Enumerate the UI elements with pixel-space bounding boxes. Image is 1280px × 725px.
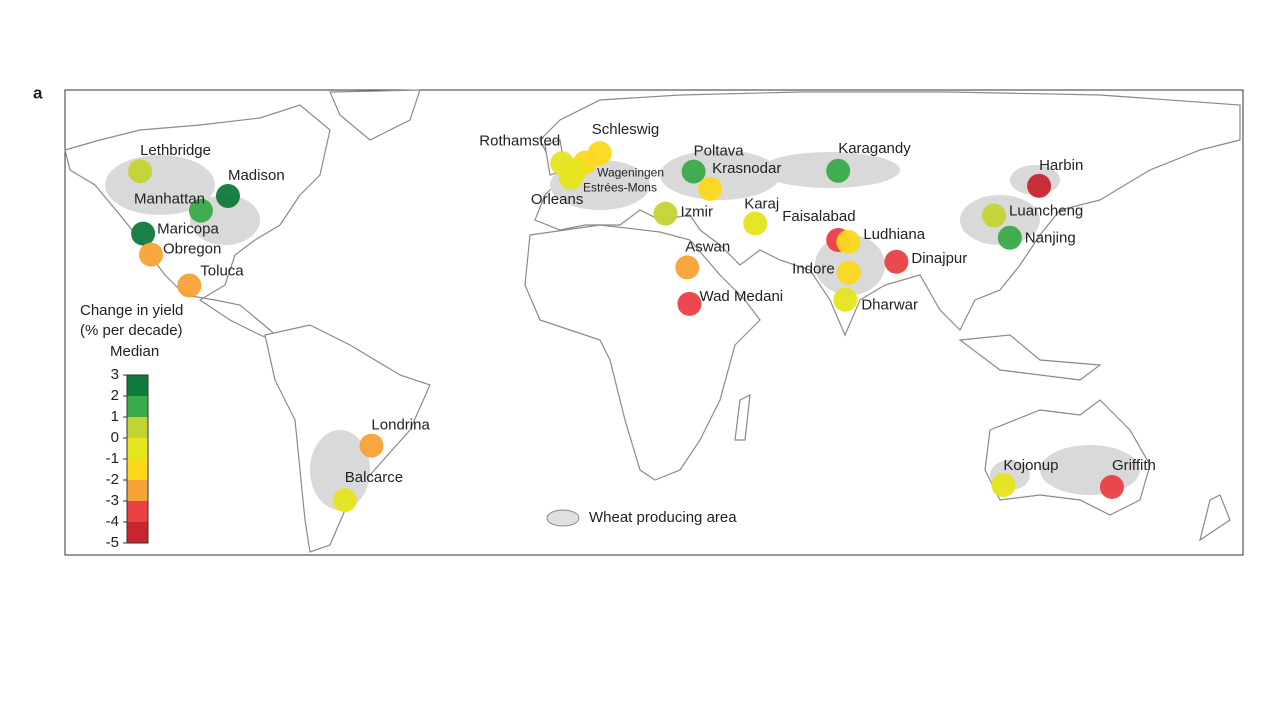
site-marker (1099, 474, 1124, 499)
site-label: Schleswig (592, 121, 660, 138)
legend-swatch (127, 501, 148, 522)
site-label: Nanjing (1025, 230, 1076, 247)
legend-tick-label: 1 (111, 408, 119, 425)
site-marker (332, 488, 357, 513)
legend-tick-label: -4 (106, 513, 119, 530)
legend-tick-label: 3 (111, 366, 119, 383)
site-label: Balcarce (345, 469, 403, 486)
legend-swatch (127, 480, 148, 501)
panel-label: a (33, 83, 43, 102)
site-marker (833, 287, 858, 312)
site-label: Poltava (694, 143, 745, 160)
site-label: Ludhiana (863, 226, 925, 243)
legend-tick-label: -3 (106, 492, 119, 509)
wheat-legend-swatch (546, 509, 580, 527)
site-marker (884, 249, 909, 274)
site-label: Maricopa (157, 221, 219, 238)
site-label: Faisalabad (782, 208, 855, 225)
legend-title: Change in yield (80, 302, 183, 319)
site-marker (698, 176, 723, 201)
legend-swatch (127, 417, 148, 438)
site-label: Karagandy (838, 140, 911, 157)
site-marker (1027, 173, 1052, 198)
site-marker (653, 201, 678, 226)
site-label: Krasnodar (712, 160, 781, 177)
legend-bar-frame (126, 374, 149, 544)
legend-title: (% per decade) (80, 322, 183, 339)
site-label: Madison (228, 167, 285, 184)
wheat-legend-label: Wheat producing area (589, 509, 737, 526)
site-marker (991, 473, 1016, 498)
legend-swatch (127, 522, 148, 543)
site-marker (131, 221, 156, 246)
site-marker (826, 158, 851, 183)
site-marker (359, 433, 384, 458)
site-label: Griffith (1112, 457, 1156, 474)
site-marker (177, 273, 202, 298)
site-marker (836, 260, 861, 285)
site-marker (128, 159, 153, 184)
site-marker (982, 203, 1007, 228)
legend-swatch (127, 459, 148, 480)
legend-tick-label: -1 (106, 450, 119, 467)
site-marker (677, 291, 702, 316)
legend-tick-label: 2 (111, 387, 119, 404)
site-label: Karaj (744, 195, 779, 212)
site-marker (997, 225, 1022, 250)
site-label: Lethbridge (140, 142, 211, 159)
site-label: Londrina (371, 417, 430, 434)
site-marker (558, 165, 583, 190)
legend-tick-label: 0 (111, 429, 119, 446)
site-marker (215, 184, 240, 209)
site-label: Toluca (200, 262, 244, 279)
site-label: Orleans (531, 191, 584, 208)
legend-title: Median (110, 343, 159, 360)
site-marker (188, 198, 213, 223)
legend-swatch (127, 438, 148, 459)
legend-swatch (127, 396, 148, 417)
site-label: Dinajpur (911, 250, 967, 267)
site-label: Indore (792, 261, 835, 278)
site-label: Harbin (1039, 157, 1083, 174)
site-label: Wad Medani (699, 288, 783, 305)
site-label: Obregon (163, 241, 221, 258)
site-label: Dharwar (861, 297, 918, 314)
site-label: Kojonup (1003, 457, 1058, 474)
site-label: Aswan (685, 238, 730, 255)
site-label: Manhattan (134, 191, 205, 208)
site-label: Luancheng (1009, 203, 1083, 220)
site-label: Wageningen (597, 166, 664, 180)
site-marker (675, 255, 700, 280)
site-label: Izmir (680, 204, 713, 221)
site-label: Estrées-Mons (583, 181, 657, 195)
site-marker (138, 242, 163, 267)
site-marker (743, 211, 768, 236)
site-marker (836, 229, 861, 254)
site-marker (681, 159, 706, 184)
legend-swatch (127, 375, 148, 396)
legend-tick-label: -2 (106, 471, 119, 488)
site-label: Rothamsted (479, 132, 560, 149)
legend-tick-label: -5 (106, 534, 119, 551)
